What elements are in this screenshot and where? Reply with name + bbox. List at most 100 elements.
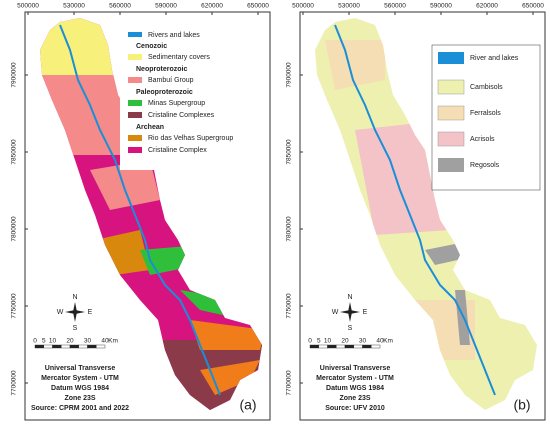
map-info: Mercator System - UTM <box>41 375 119 382</box>
legend-swatch <box>128 112 142 118</box>
scale-label: 30 <box>84 338 92 345</box>
scale-label: 10 <box>324 338 332 345</box>
compass-label: S <box>73 325 78 332</box>
y-coordinate-label: 7700000 <box>11 370 18 396</box>
scale-label: Km <box>383 338 393 345</box>
y-coordinate-label: 7700000 <box>286 370 293 396</box>
scale-bar <box>78 344 88 349</box>
compass-label: N <box>72 294 77 301</box>
x-coordinate-label: 530000 <box>338 3 360 10</box>
scale-bar <box>61 344 71 349</box>
panel-b: River and lakes Cambisols Ferralsols Acr… <box>286 3 546 421</box>
map-info: Datum WGS 1984 <box>326 385 384 392</box>
legend-label: Minas Supergroup <box>148 100 205 107</box>
x-coordinate-label: 590000 <box>155 3 177 10</box>
legend-label: Bambuí Group <box>148 77 194 84</box>
y-coordinate-label: 7900000 <box>286 62 293 88</box>
scale-label: 5 <box>317 338 321 345</box>
map-info: Zone 23S <box>339 395 370 402</box>
scale-bar <box>362 344 372 349</box>
y-coordinate-label: 7800000 <box>11 216 18 242</box>
legend-swatch <box>438 52 464 64</box>
scale-bar <box>371 344 381 349</box>
x-coordinate-label: 650000 <box>247 3 269 10</box>
legend-label: Cambisols <box>470 84 503 91</box>
north-arrow <box>340 310 360 314</box>
panel-a: Rivers and lakes Cenozoic Sedimentary co… <box>11 3 271 421</box>
legend-label: Regosols <box>470 162 500 169</box>
legend-swatch <box>437 131 465 147</box>
panel-label: (b) <box>513 397 530 413</box>
scale-bar <box>34 344 44 349</box>
north-arrow <box>65 310 85 314</box>
legend-label: Acrisols <box>470 136 495 143</box>
compass-label: E <box>88 309 93 316</box>
map-info: Zone 23S <box>64 395 95 402</box>
legend-heading: Neoproterozoic <box>136 66 187 73</box>
scale-label: 30 <box>359 338 367 345</box>
scale-label: 20 <box>66 338 74 345</box>
x-coordinate-label: 560000 <box>109 3 131 10</box>
scale-label: 5 <box>42 338 46 345</box>
x-coordinate-label: 620000 <box>476 3 498 10</box>
legend-swatch <box>128 77 142 83</box>
legend-label: Rivers and lakes <box>148 32 200 39</box>
legend-label: Cristaline Complex <box>148 147 207 154</box>
legend-label: Rio das Velhas Supergroup <box>148 135 233 142</box>
compass-label: W <box>57 309 64 316</box>
compass-label: E <box>363 309 368 316</box>
y-coordinate-label: 7850000 <box>286 139 293 165</box>
scale-bar <box>43 344 53 349</box>
y-coordinate-label: 7750000 <box>11 293 18 319</box>
legend-swatch <box>128 54 142 60</box>
scale-bar <box>327 344 337 349</box>
x-coordinate-label: 590000 <box>430 3 452 10</box>
legend-label: Cristaline Complexes <box>148 112 215 119</box>
x-coordinate-label: 620000 <box>201 3 223 10</box>
scale-label: 10 <box>49 338 57 345</box>
legend-swatch <box>437 79 465 95</box>
scale-bar <box>69 344 79 349</box>
scale-label: 40 <box>376 338 384 345</box>
legend-label: Sedimentary covers <box>148 54 210 61</box>
legend-swatch <box>437 105 465 121</box>
y-coordinate-label: 7750000 <box>286 293 293 319</box>
legend-swatch <box>128 32 142 37</box>
legend-swatch <box>128 100 142 106</box>
scale-bar <box>52 344 62 349</box>
scale-label: Km <box>108 338 118 345</box>
legend-swatch <box>128 147 142 153</box>
map-info: Datum WGS 1984 <box>51 385 109 392</box>
legend-swatch <box>128 135 142 141</box>
scale-bar <box>96 344 106 349</box>
y-coordinate-label: 7800000 <box>286 216 293 242</box>
scale-bar <box>336 344 346 349</box>
y-coordinate-label: 7900000 <box>11 62 18 88</box>
scale-bar <box>309 344 319 349</box>
scale-label: 40 <box>101 338 109 345</box>
x-coordinate-label: 530000 <box>63 3 85 10</box>
compass-label: W <box>332 309 339 316</box>
scale-label: 0 <box>308 338 312 345</box>
map-info: Universal Transverse <box>45 365 116 372</box>
compass-label: S <box>348 325 353 332</box>
scale-bar <box>318 344 328 349</box>
map-info: Source: CPRM 2001 and 2022 <box>31 405 129 412</box>
river <box>59 24 221 396</box>
legend-box <box>120 28 268 170</box>
legend-heading: Paleoproterozoic <box>136 89 193 96</box>
legend-label: Ferralsols <box>470 110 501 117</box>
x-coordinate-label: 500000 <box>292 3 314 10</box>
legend-heading: Cenozoic <box>136 43 167 50</box>
x-coordinate-label: 500000 <box>17 3 39 10</box>
x-coordinate-label: 560000 <box>384 3 406 10</box>
scale-label: 20 <box>341 338 349 345</box>
legend-heading: Archean <box>136 124 164 131</box>
panel-label: (a) <box>239 397 256 413</box>
map-info: Universal Transverse <box>320 365 391 372</box>
compass-label: N <box>347 294 352 301</box>
map-info: Mercator System - UTM <box>316 375 394 382</box>
legend-swatch <box>438 158 464 172</box>
y-coordinate-label: 7850000 <box>11 139 18 165</box>
